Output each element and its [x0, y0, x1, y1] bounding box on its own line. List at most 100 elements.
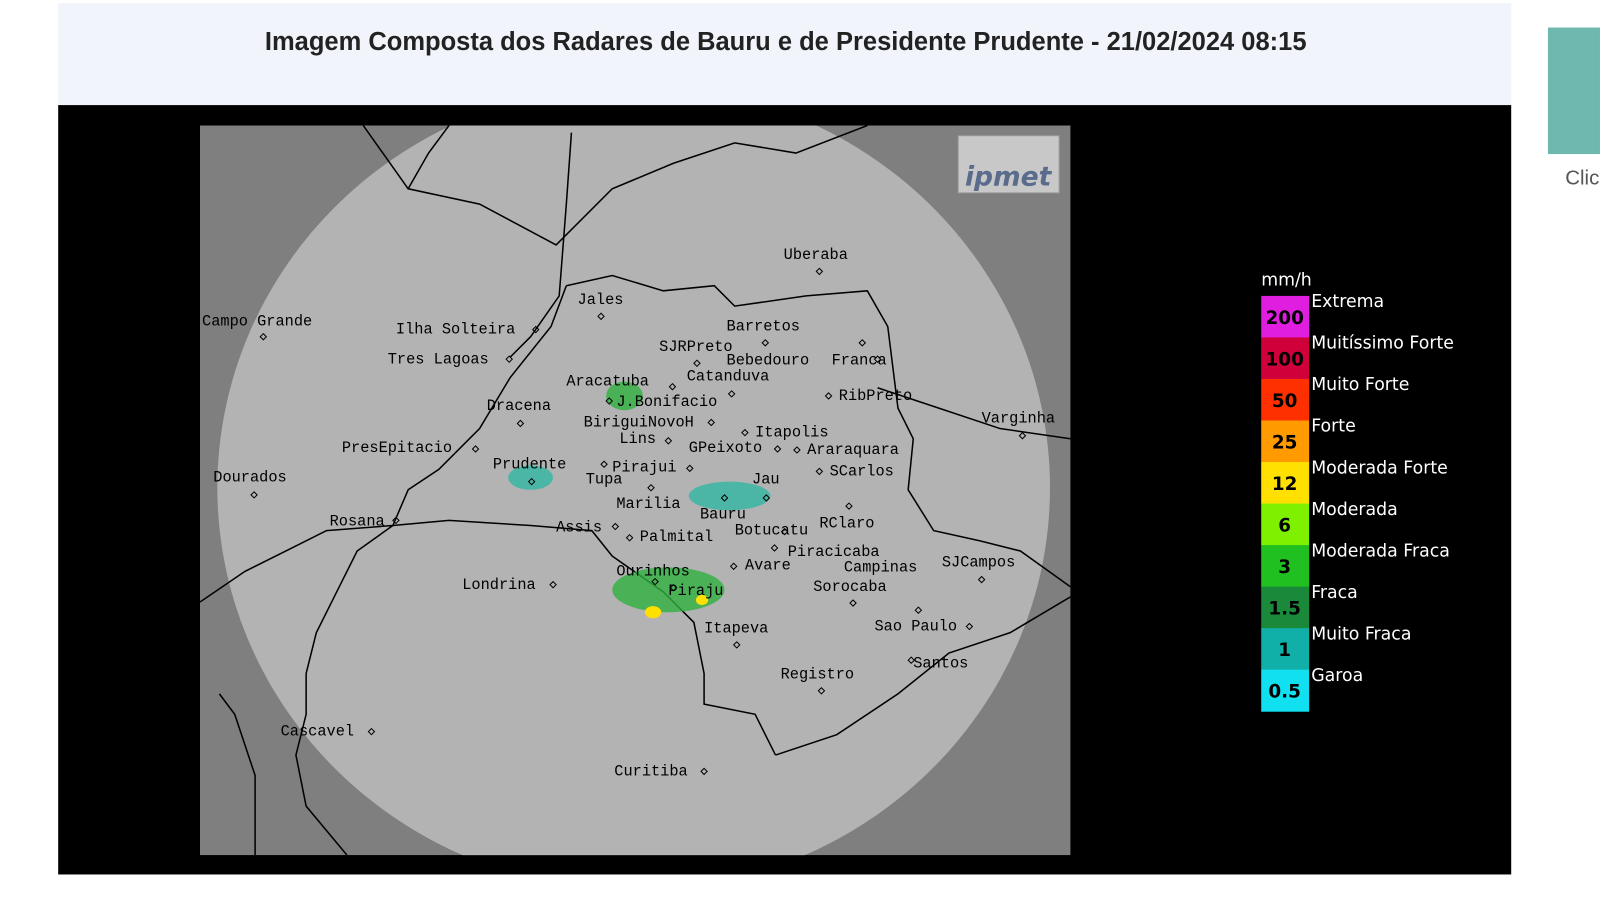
- city-marker: [849, 599, 857, 607]
- city-marker: [669, 583, 678, 592]
- legend-label: Muito Forte: [1311, 375, 1409, 395]
- city-label: Ilha Solteira: [396, 321, 515, 339]
- city-label: Sorocaba: [813, 578, 886, 596]
- city-marker: [914, 606, 923, 614]
- legend-value: 3: [1278, 557, 1291, 578]
- city-label: Campo Grande: [202, 313, 312, 331]
- logo-text: ipmet: [965, 162, 1053, 193]
- city-marker: [392, 516, 400, 525]
- header-panel: [58, 3, 1512, 106]
- city-label: Ourinhos: [616, 562, 689, 580]
- city-marker: [1018, 431, 1027, 440]
- city-marker: [549, 580, 557, 589]
- city-label: Franca: [832, 351, 887, 369]
- legend-value: 6: [1278, 515, 1291, 536]
- city-marker: [977, 575, 986, 584]
- city-label: Bauru: [700, 505, 746, 523]
- city-marker: [720, 494, 729, 502]
- city-label: Barretos: [727, 318, 800, 336]
- city-labels: Uberaba Jales Campo Grande Ilha Solteira Bar…: [202, 246, 1055, 780]
- city-marker: [707, 418, 716, 427]
- legend-swatch: [1261, 586, 1310, 629]
- city-label: BiriguiNovoH: [584, 414, 694, 432]
- city-marker: [732, 641, 741, 649]
- legend-unit: mm/h: [1261, 271, 1312, 291]
- city-marker: [824, 392, 833, 400]
- city-label: GPeixoto: [689, 439, 762, 457]
- legend-swatch: [1261, 545, 1310, 588]
- city-marker: [250, 491, 258, 499]
- city-marker: [817, 687, 826, 695]
- city-marker: [597, 312, 605, 321]
- city-marker: [693, 359, 701, 368]
- city-marker: [527, 477, 536, 486]
- legend-label: Fraca: [1311, 583, 1358, 603]
- city-marker: [367, 727, 376, 736]
- legend-label: Moderada Fraca: [1311, 541, 1450, 561]
- legend-swatch: [1261, 462, 1310, 505]
- radar-coverage: [217, 125, 1050, 856]
- city-label: Varginha: [982, 409, 1055, 427]
- city-marker: [471, 445, 480, 453]
- thumbnail[interactable]: [1547, 27, 1600, 155]
- precipitation: [508, 381, 771, 619]
- legend-label: Moderada Forte: [1311, 458, 1448, 478]
- legend-label: Moderada: [1311, 500, 1398, 520]
- legend-value: 200: [1266, 308, 1304, 329]
- city-label: Campinas: [844, 558, 917, 576]
- city-marker: [651, 577, 659, 586]
- legend-label: Muitíssimo Forte: [1311, 334, 1454, 354]
- legend-label: Extrema: [1311, 292, 1384, 312]
- city-label: Avare: [745, 556, 791, 574]
- city-label: Cascavel: [281, 723, 354, 741]
- city-label: PresEpitacio: [342, 439, 452, 457]
- city-marker: [858, 339, 867, 347]
- thumbnail-link[interactable]: Clic: [1565, 168, 1599, 190]
- city-label: Bebedouro: [727, 351, 810, 369]
- legend-swatch: [1261, 295, 1310, 338]
- city-label: Assis: [556, 519, 602, 537]
- legend-swatch: [1261, 378, 1310, 422]
- city-marker: [873, 355, 882, 363]
- city-label: Botucatu: [735, 522, 808, 540]
- city-label: Lins: [619, 430, 656, 448]
- city-marker: [686, 464, 694, 473]
- city-label: RClaro: [819, 515, 874, 533]
- city-label: SJRPreto: [659, 338, 732, 356]
- city-label: Registro: [781, 666, 854, 684]
- city-label: Catanduva: [687, 368, 770, 386]
- city-marker: [780, 527, 789, 536]
- legend-label: Garoa: [1311, 666, 1363, 686]
- legend-value: 100: [1266, 349, 1304, 370]
- city-label: Dourados: [213, 469, 286, 487]
- logo: ipmet: [957, 135, 1060, 194]
- legend-value: 0.5: [1268, 682, 1301, 703]
- legend-value: 25: [1272, 432, 1298, 453]
- city-marker: [815, 267, 824, 276]
- city-label: Santos: [913, 654, 968, 672]
- city-marker: [505, 355, 513, 363]
- city-label: Sao Paulo: [874, 618, 957, 636]
- legend-swatch: [1261, 669, 1310, 712]
- legend-swatch: [1261, 503, 1310, 546]
- city-marker: [741, 428, 749, 437]
- city-marker: [605, 397, 613, 405]
- city-marker: [625, 533, 634, 542]
- legend-swatch: [1261, 420, 1310, 463]
- city-label: Tupa: [586, 471, 623, 489]
- city-marker: [259, 332, 268, 341]
- city-label: Marilia: [616, 495, 680, 513]
- city-marker: [611, 522, 620, 531]
- city-marker: [729, 562, 738, 571]
- legend-swatch: [1261, 628, 1310, 671]
- city-marker: [647, 483, 655, 492]
- city-marker: [727, 390, 736, 398]
- legend-label: Muito Fraca: [1311, 624, 1411, 644]
- legend-label: Forte: [1311, 417, 1356, 437]
- legend-value: 1: [1278, 640, 1291, 661]
- city-label: Tres Lagoas: [388, 350, 489, 368]
- city-label: Uberaba: [784, 246, 848, 264]
- city-label: Araraquara: [807, 441, 899, 459]
- city-label: Dracena: [487, 397, 551, 415]
